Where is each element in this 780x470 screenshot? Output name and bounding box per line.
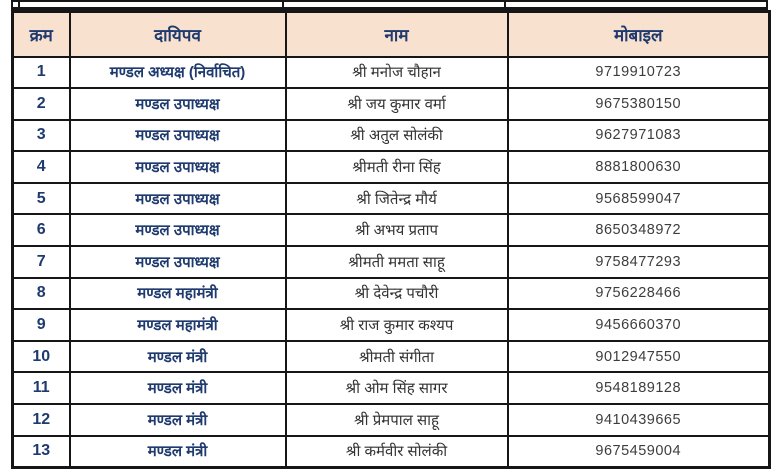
serial-cell: 9 bbox=[11, 308, 71, 342]
mobile-cell: 9756228466 bbox=[506, 276, 771, 311]
serial-cell: 11 bbox=[11, 371, 71, 406]
name-cell: श्री जय कुमार वर्मा bbox=[284, 87, 509, 121]
mobile-cell: 8881800630 bbox=[506, 150, 771, 184]
table-row: 2 मण्डल उपाध्यक्ष श्री जय कुमार वर्मा 96… bbox=[11, 87, 771, 121]
mobile-cell: 9758477293 bbox=[506, 245, 771, 279]
header-row: क्रम दायिपव नाम मोबाइल bbox=[11, 10, 771, 58]
designation-cell: मण्डल मंत्री bbox=[68, 339, 287, 374]
mobile-cell: 9548189128 bbox=[506, 371, 771, 406]
designation-cell: मण्डल महामंत्री bbox=[68, 308, 287, 342]
column-header-serial: क्रम bbox=[11, 10, 71, 58]
name-cell: श्री अभय प्रताप bbox=[284, 213, 509, 248]
mobile-cell: 9568599047 bbox=[506, 181, 771, 216]
divider bbox=[282, 2, 284, 7]
designation-cell: मण्डल मंत्री bbox=[68, 403, 287, 437]
divider bbox=[766, 2, 768, 7]
serial-cell: 4 bbox=[11, 150, 71, 184]
name-cell: श्री देवेन्द्र पचौरी bbox=[284, 276, 509, 311]
serial-cell: 8 bbox=[11, 276, 71, 311]
table-row: 10 मण्डल मंत्री श्रीमती संगीता 901294755… bbox=[11, 339, 771, 374]
mobile-cell: 9675459004 bbox=[506, 434, 771, 469]
mobile-cell: 9719910723 bbox=[506, 55, 771, 90]
name-cell: श्री प्रेमपाल साहू bbox=[284, 403, 509, 437]
designation-cell: मण्डल मंत्री bbox=[68, 434, 287, 469]
name-cell: श्री कर्मवीर सोलंकी bbox=[284, 434, 509, 469]
serial-cell: 10 bbox=[11, 339, 71, 374]
designation-cell: मण्डल उपाध्यक्ष bbox=[68, 87, 287, 121]
mobile-cell: 8650348972 bbox=[506, 213, 771, 248]
table-row: 1 मण्डल अध्यक्ष (निर्वाचित) श्री मनोज चौ… bbox=[11, 55, 771, 90]
name-cell: श्री अतुल सोलंकी bbox=[284, 118, 509, 153]
table-row: 6 मण्डल उपाध्यक्ष श्री अभय प्रताप 865034… bbox=[11, 213, 771, 248]
designation-cell: मण्डल मंत्री bbox=[68, 371, 287, 406]
table-row: 11 मण्डल मंत्री श्री ओम सिंह सागर 954818… bbox=[11, 371, 771, 406]
designation-cell: मण्डल अध्यक्ष (निर्वाचित) bbox=[68, 55, 287, 90]
mobile-cell: 9675380150 bbox=[506, 87, 771, 121]
column-header-name: नाम bbox=[284, 10, 509, 58]
serial-cell: 2 bbox=[11, 87, 71, 121]
table-row: 8 मण्डल महामंत्री श्री देवेन्द्र पचौरी 9… bbox=[11, 276, 771, 311]
serial-cell: 6 bbox=[11, 213, 71, 248]
designation-cell: मण्डल उपाध्यक्ष bbox=[68, 181, 287, 216]
name-cell: श्रीमती संगीता bbox=[284, 339, 509, 374]
table-row: 4 मण्डल उपाध्यक्ष श्रीमती रीना सिंह 8881… bbox=[11, 150, 771, 184]
mobile-cell: 9627971083 bbox=[506, 118, 771, 153]
column-header-mobile: मोबाइल bbox=[506, 10, 771, 58]
name-cell: श्रीमती ममता साहू bbox=[284, 245, 509, 279]
mobile-cell: 9012947550 bbox=[506, 339, 771, 374]
table-row: 9 मण्डल महामंत्री श्री राज कुमार कश्यप 9… bbox=[11, 308, 771, 342]
designation-cell: मण्डल उपाध्यक्ष bbox=[68, 118, 287, 153]
name-cell: श्रीमती रीना सिंह bbox=[284, 150, 509, 184]
table-row: 3 मण्डल उपाध्यक्ष श्री अतुल सोलंकी 96279… bbox=[11, 118, 771, 153]
column-header-designation: दायिपव bbox=[68, 10, 287, 58]
name-cell: श्री मनोज चौहान bbox=[284, 55, 509, 90]
divider bbox=[11, 2, 13, 7]
divider bbox=[18, 2, 20, 7]
table-row: 7 मण्डल उपाध्यक्ष श्रीमती ममता साहू 9758… bbox=[11, 245, 771, 279]
name-cell: श्री ओम सिंह सागर bbox=[284, 371, 509, 406]
divider bbox=[504, 2, 506, 7]
table-row: 5 मण्डल उपाध्यक्ष श्री जितेन्द्र मौर्य 9… bbox=[11, 181, 771, 216]
designation-cell: मण्डल महामंत्री bbox=[68, 276, 287, 311]
serial-cell: 5 bbox=[11, 181, 71, 216]
table-row: 13 मण्डल मंत्री श्री कर्मवीर सोलंकी 9675… bbox=[11, 434, 771, 469]
mobile-cell: 9410439665 bbox=[506, 403, 771, 437]
serial-cell: 1 bbox=[11, 55, 71, 90]
officials-table: क्रम दायिपव नाम मोबाइल 1 मण्डल अध्यक्ष (… bbox=[11, 10, 771, 469]
designation-cell: मण्डल उपाध्यक्ष bbox=[68, 245, 287, 279]
cropped-row-above bbox=[11, 0, 768, 10]
mobile-cell: 9456660370 bbox=[506, 308, 771, 342]
serial-cell: 3 bbox=[11, 118, 71, 153]
designation-cell: मण्डल उपाध्यक्ष bbox=[68, 213, 287, 248]
serial-cell: 7 bbox=[11, 245, 71, 279]
designation-cell: मण्डल उपाध्यक्ष bbox=[68, 150, 287, 184]
serial-cell: 12 bbox=[11, 403, 71, 437]
name-cell: श्री जितेन्द्र मौर्य bbox=[284, 181, 509, 216]
name-cell: श्री राज कुमार कश्यप bbox=[284, 308, 509, 342]
table-row: 12 मण्डल मंत्री श्री प्रेमपाल साहू 94104… bbox=[11, 403, 771, 437]
serial-cell: 13 bbox=[11, 434, 71, 469]
